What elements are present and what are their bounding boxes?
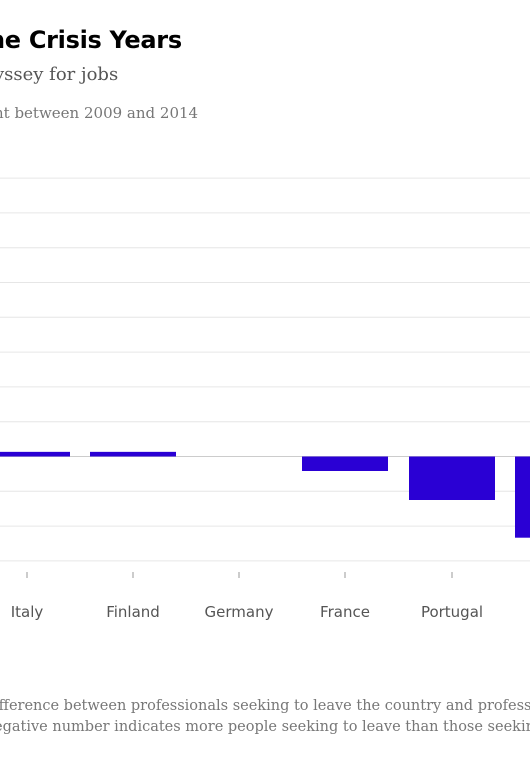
x-tick-label-germany: Germany: [205, 603, 274, 621]
footnote-line-2: egative number indicates more people see…: [0, 719, 530, 735]
x-tick-label-italy: Italy: [11, 603, 44, 621]
chart-description: nt between 2009 and 2014: [0, 104, 199, 122]
bar-portugal: [409, 456, 495, 500]
bar-italy: [0, 451, 70, 457]
bar-finland: [90, 451, 176, 457]
x-axis: Italy Finland Germany France Portugal: [11, 572, 483, 621]
bars: [0, 451, 530, 538]
bar-partial-right: [515, 456, 530, 538]
footnote-line-1: ifference between professionals seeking …: [0, 698, 530, 714]
x-tick-label-finland: Finland: [106, 603, 160, 621]
chart-title: he Crisis Years: [0, 26, 182, 54]
x-tick-label-portugal: Portugal: [421, 603, 483, 621]
bar-france: [302, 456, 388, 471]
x-tick-label-france: France: [320, 603, 370, 621]
gridlines: [0, 177, 530, 562]
chart-subtitle: yssey for jobs: [0, 64, 119, 85]
